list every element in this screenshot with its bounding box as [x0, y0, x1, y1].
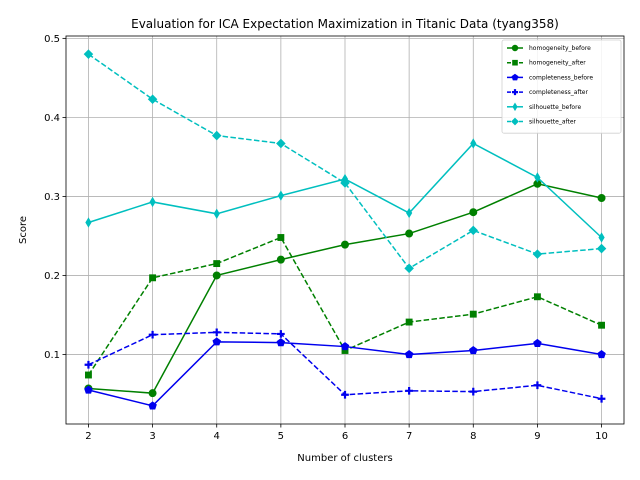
legend-item: completeness_after	[507, 89, 588, 96]
data-point	[405, 229, 414, 238]
data-point	[149, 196, 156, 208]
series-silhouette_after	[83, 49, 607, 274]
data-point	[276, 138, 286, 149]
y-tick-label: 0.4	[44, 113, 60, 124]
x-tick-label: 9	[534, 431, 540, 442]
legend-item: homogeneity_after	[507, 60, 586, 67]
data-point	[340, 178, 350, 188]
data-point	[148, 401, 157, 410]
data-point	[469, 346, 478, 355]
x-tick-label: 2	[85, 431, 91, 442]
data-point	[533, 381, 542, 390]
data-point	[148, 389, 157, 398]
data-point	[341, 240, 349, 249]
series-homogeneity_after	[85, 234, 605, 379]
legend-label: homogeneity_after	[529, 60, 586, 67]
data-point	[470, 138, 477, 149]
data-point	[469, 208, 478, 217]
data-point	[598, 232, 605, 243]
data-point	[596, 243, 607, 254]
data-point	[340, 342, 350, 351]
data-point	[597, 394, 606, 403]
legend-marker	[512, 102, 518, 112]
legend-item: homogeneity_before	[507, 44, 591, 52]
data-point	[597, 349, 606, 359]
data-point	[532, 249, 543, 259]
data-point	[85, 217, 92, 228]
data-point	[276, 255, 285, 264]
data-point	[149, 274, 157, 282]
data-point	[276, 338, 286, 347]
data-point	[85, 371, 92, 379]
x-tick-label: 7	[406, 431, 412, 442]
y-tick-label: 0.3	[44, 192, 60, 203]
data-point	[404, 263, 414, 274]
x-tick-label: 5	[278, 431, 284, 442]
series-line	[88, 53, 602, 270]
x-tick-label: 8	[470, 431, 476, 442]
data-point	[405, 318, 413, 326]
data-point	[83, 49, 94, 59]
legend-marker	[511, 73, 519, 81]
series-completeness_before	[84, 337, 606, 410]
data-point	[468, 225, 479, 236]
legend: homogeneity_before homogeneity_aftercompl…	[501, 39, 622, 134]
data-point	[469, 310, 477, 318]
legend-marker	[511, 44, 519, 52]
data-point	[533, 293, 541, 301]
series-completeness_after	[84, 328, 606, 403]
data-point	[147, 94, 158, 104]
legend-label: silhouette_before	[529, 104, 581, 111]
legend-marker	[512, 59, 518, 66]
series-layer	[83, 49, 607, 410]
data-point	[212, 337, 221, 346]
chart-title: Evaluation for ICA Expectation Maximizat…	[131, 17, 559, 31]
data-point	[148, 330, 157, 339]
x-axis-title: Number of clusters	[297, 453, 392, 464]
legend-box	[501, 39, 622, 134]
x-tick-label: 4	[214, 431, 220, 442]
data-point	[597, 193, 606, 202]
data-point	[213, 208, 220, 219]
y-tick-label: 0.1	[44, 350, 60, 361]
data-point	[598, 321, 605, 329]
legend-marker	[511, 117, 519, 126]
x-tick-label: 3	[149, 431, 155, 442]
data-point	[84, 360, 93, 369]
data-point	[211, 130, 222, 141]
data-point	[534, 172, 541, 183]
data-point	[277, 234, 285, 241]
data-point	[277, 190, 284, 201]
x-tick-label: 6	[342, 431, 348, 442]
legend-label: silhouette_after	[529, 119, 577, 126]
data-point	[405, 386, 413, 395]
data-point	[277, 330, 285, 338]
data-point	[212, 328, 221, 337]
data-point	[341, 390, 349, 399]
y-tick-label: 0.5	[44, 34, 60, 45]
legend-marker	[511, 89, 519, 96]
series-homogeneity_before	[84, 179, 606, 398]
legend-label: completeness_after	[529, 89, 588, 96]
y-axis-title: Score	[18, 216, 29, 244]
data-point	[406, 207, 413, 219]
legend-label: completeness_before	[529, 74, 593, 81]
legend-item: silhouette_after	[507, 117, 577, 126]
data-point	[213, 260, 221, 268]
x-axis: 2 3 4 5 6 7 8 9 10	[85, 424, 608, 442]
legend-label: homogeneity_before	[529, 45, 591, 52]
legend-item: silhouette_before	[507, 102, 581, 112]
y-tick-label: 0.2	[44, 271, 60, 282]
data-point	[404, 349, 414, 359]
data-point	[469, 387, 478, 396]
legend-item: completeness_before	[507, 73, 593, 81]
y-axis: 0.1 0.2 0.3 0.4 0.5	[44, 34, 66, 361]
data-point	[84, 385, 93, 394]
data-point	[212, 271, 221, 280]
data-point	[533, 338, 542, 348]
x-tick-label: 10	[595, 431, 608, 442]
